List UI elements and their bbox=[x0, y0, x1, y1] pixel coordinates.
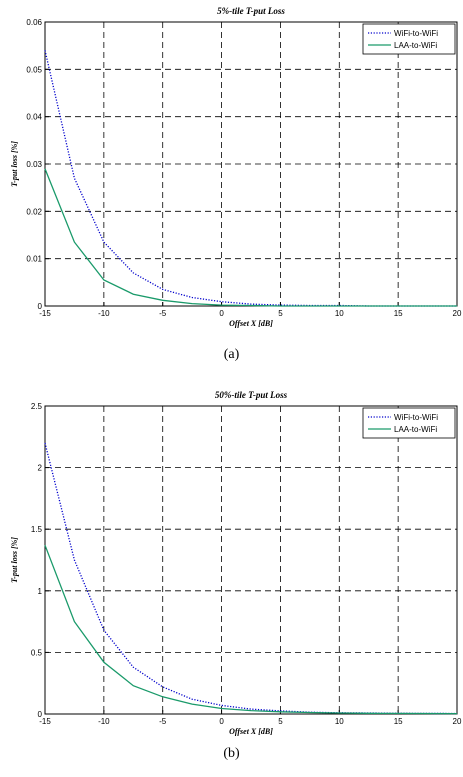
chart-title: 50%-tile T-put Loss bbox=[215, 390, 288, 400]
y-tick-label: 0 bbox=[38, 302, 43, 311]
legend-label: LAA-to-WiFi bbox=[394, 41, 437, 50]
y-tick-label: 0 bbox=[38, 710, 43, 719]
y-tick-label: 0.5 bbox=[31, 648, 43, 657]
chart-title: 5%-tile T-put Loss bbox=[217, 6, 285, 16]
legend-label: WiFi-to-WiFi bbox=[394, 29, 438, 38]
series-line-laa-to-wifi bbox=[44, 544, 458, 715]
x-tick-label: -10 bbox=[98, 309, 110, 318]
chart-b: -15 -10 -5 0 5 10 15 20 0 0.5 1 1.5 2 2.5 50%-tile T-p… bbox=[10, 390, 462, 736]
legend: WiFi-to-WiFi LAA-to-WiFi bbox=[362, 407, 456, 439]
y-tick-label: 2.5 bbox=[31, 402, 43, 411]
y-tick-label: 1.5 bbox=[31, 525, 43, 534]
legend: WiFi-to-WiFi LAA-to-WiFi bbox=[362, 23, 456, 55]
x-tick-label: 15 bbox=[394, 309, 403, 318]
x-tick-label: -15 bbox=[39, 309, 51, 318]
x-tick-label: 10 bbox=[335, 309, 344, 318]
x-tick-label: -5 bbox=[159, 309, 167, 318]
y-tick-label: 0.06 bbox=[26, 18, 42, 27]
x-tick-label: 10 bbox=[335, 717, 344, 726]
y-tick-label: 0.05 bbox=[26, 65, 42, 74]
x-tick-label: 0 bbox=[219, 309, 224, 318]
y-axis-label: T-put loss [%] bbox=[10, 537, 19, 583]
x-tick-label: 0 bbox=[219, 717, 224, 726]
legend-label: WiFi-to-WiFi bbox=[394, 413, 438, 422]
caption-b: (b) bbox=[223, 746, 240, 761]
x-tick-label: -15 bbox=[39, 717, 51, 726]
y-tick-label: 2 bbox=[38, 464, 43, 473]
y-tick-label: 0.03 bbox=[26, 160, 42, 169]
series-line-laa-to-wifi bbox=[44, 168, 457, 307]
y-tick-label: 0.02 bbox=[26, 207, 42, 216]
y-tick-label: 0.04 bbox=[26, 113, 42, 122]
legend-box bbox=[362, 23, 456, 55]
legend-box bbox=[362, 407, 456, 439]
x-tick-label: 20 bbox=[453, 309, 462, 318]
x-axis-label: Offset X [dB] bbox=[229, 727, 273, 736]
y-tick-label: 1 bbox=[38, 587, 43, 596]
plot-frame bbox=[44, 405, 458, 715]
x-tick-label: 5 bbox=[278, 717, 283, 726]
chart-a: -15 -10 -5 0 5 10 15 20 0 0.01 0.02 0.03 0.04 0.05 0.0… bbox=[10, 6, 462, 328]
legend-label: LAA-to-WiFi bbox=[394, 425, 437, 434]
x-tick-label: -10 bbox=[98, 717, 110, 726]
x-tick-label: -5 bbox=[159, 717, 167, 726]
y-axis-label: T-put loss [%] bbox=[10, 141, 19, 187]
x-axis-label: Offset X [dB] bbox=[229, 319, 273, 328]
x-tick-label: 5 bbox=[278, 309, 283, 318]
y-tick-label: 0.01 bbox=[26, 255, 42, 264]
x-tick-label: 20 bbox=[453, 717, 462, 726]
x-tick-label: 15 bbox=[394, 717, 403, 726]
caption-a: (a) bbox=[223, 347, 240, 362]
